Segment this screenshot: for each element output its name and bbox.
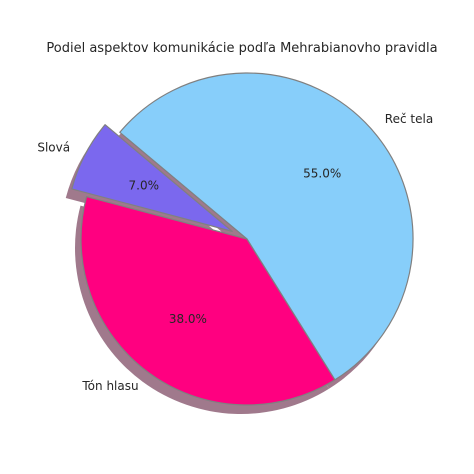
- slices-layer: [71, 72, 414, 406]
- labels-layer: Slová 7.0% Tón hlasu 38.0% Reč tela 55.0%: [37, 112, 433, 393]
- pct-label-ton-hlasu: 38.0%: [169, 312, 207, 326]
- slice-label-slova: Slová: [37, 140, 70, 154]
- slice-slova: [71, 124, 233, 232]
- pct-label-slova: 7.0%: [129, 179, 160, 193]
- chart-title: Podiel aspektov komunikácie podľa Mehrab…: [46, 41, 437, 56]
- slice-label-ton-hlasu: Tón hlasu: [81, 379, 138, 393]
- pct-label-rec-tela: 55.0%: [303, 167, 341, 181]
- slice-label-rec-tela: Reč tela: [385, 112, 433, 126]
- slice-ton-hlasu: [80, 196, 336, 406]
- slice-rec-tela: [119, 72, 414, 381]
